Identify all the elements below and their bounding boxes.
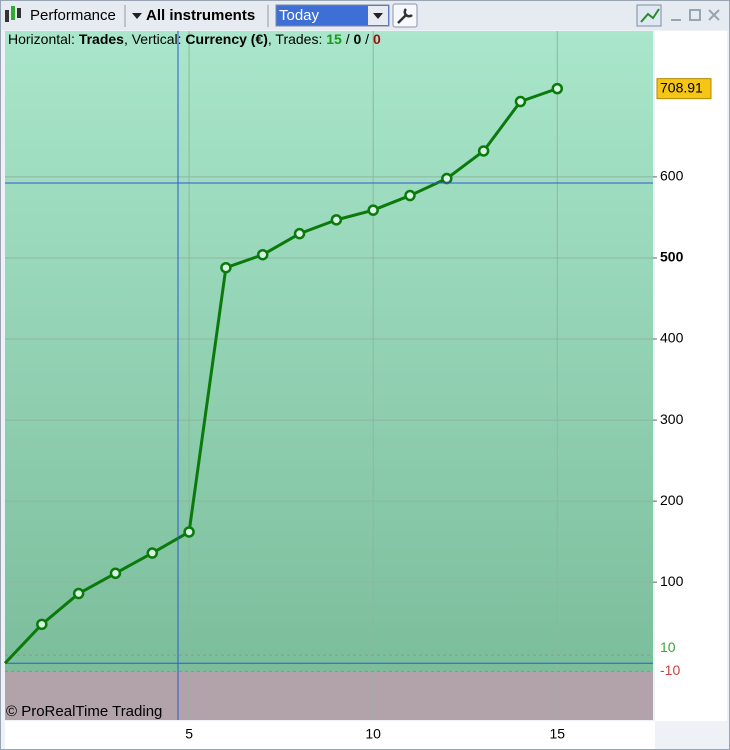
point-marker [72,587,85,600]
point-marker [256,248,269,261]
point-marker [404,189,416,202]
y-tick-label: 600 [660,168,684,184]
upper-band-label: 10 [660,639,676,655]
toolbar-title[interactable]: Performance [30,7,116,24]
x-axis-bg [5,721,655,749]
y-tick-label: 400 [660,330,684,346]
close-button[interactable] [708,9,720,21]
y-tick-label: 100 [660,573,684,589]
y-tick-label: 200 [660,492,684,508]
info-text: / [342,31,354,47]
instruments-selector[interactable]: All instruments [146,7,255,24]
info-text: Trades [79,31,124,47]
plot-area [3,31,653,720]
point-marker [514,95,527,108]
neutral-trades: 0 [354,31,362,47]
y-axis-bg [655,31,727,721]
watermark: © ProRealTime Trading [6,703,162,720]
loss-zone [5,671,653,720]
equity-line [3,87,558,665]
losing-trades: 0 [373,31,381,47]
last-value-box [656,78,712,100]
period-select[interactable] [275,4,390,27]
info-text: , Trades: [268,31,326,47]
period-value[interactable]: Today [279,7,320,24]
point-marker [220,261,232,274]
chart-icon [640,8,660,23]
dropdown-arrow [373,13,383,19]
x-tick-label: 10 [365,726,381,742]
x-tick-label: 5 [185,726,193,742]
point-marker [477,145,490,157]
maximize-button[interactable] [689,9,701,21]
plot-bg [5,31,653,720]
wrench-icon [397,8,413,24]
info-text: Horizontal: [8,31,79,47]
dropdown-arrow[interactable] [132,13,142,19]
point-marker [183,526,195,538]
last-value-label: 708.91 [660,79,703,95]
info-line: Horizontal: Trades, Vertical: Currency (… [8,31,381,47]
y-tick-label: 500 [660,249,684,265]
point-marker [146,547,159,559]
point-marker [293,227,306,240]
winning-trades: 15 [326,31,342,47]
point-marker [36,618,48,631]
app-icon [5,6,21,22]
lower-band-label: -10 [660,662,680,678]
x-tick-label: 15 [549,726,565,742]
info-text: / [361,31,373,47]
info-text: , Vertical: [124,31,185,47]
point-marker [109,567,122,580]
y-tick-label: 300 [660,411,684,427]
point-marker [441,172,453,185]
point-marker [330,214,343,226]
point-marker [367,204,379,216]
info-text: Currency (€) [185,31,267,47]
point-marker [551,82,564,95]
